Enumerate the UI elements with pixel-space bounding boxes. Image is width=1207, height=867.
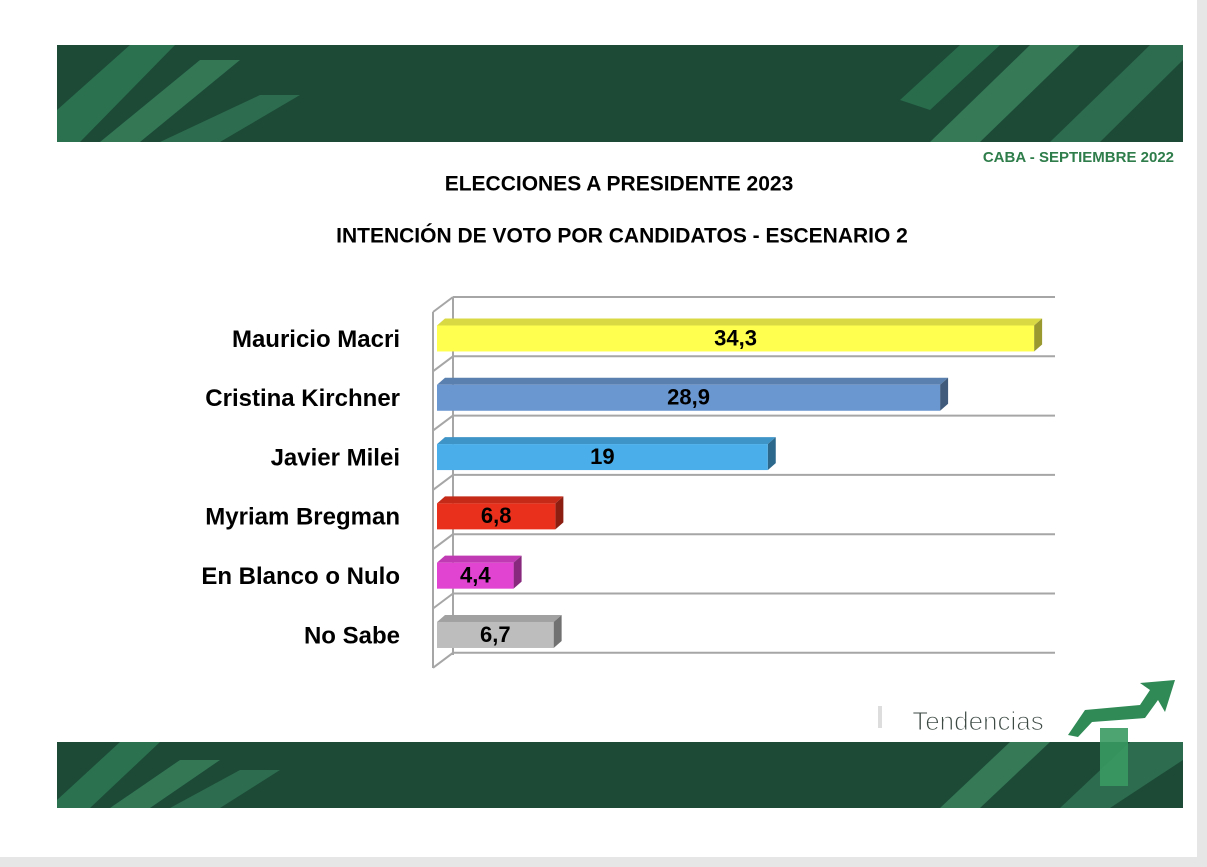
logo: Tendencias (878, 680, 1175, 786)
value-label: 6,8 (481, 503, 512, 528)
grid-connector (432, 474, 454, 491)
bar (437, 325, 1035, 352)
chart-title: ELECCIONES A PRESIDENTE 2023 (445, 173, 794, 196)
bar (437, 444, 768, 471)
bar-top (437, 496, 564, 504)
bar-top (437, 318, 1043, 326)
category-label: No Sabe (304, 622, 400, 649)
bar-side (767, 437, 776, 471)
bar-top (437, 555, 522, 563)
grid-connector (432, 414, 454, 432)
grid-connector (432, 533, 454, 551)
category-label: En Blanco o Nulo (201, 563, 400, 590)
edge (1197, 0, 1207, 867)
bottom-banner (57, 742, 1183, 808)
bar-top (437, 437, 776, 445)
grid-connector (432, 592, 454, 610)
value-label: 28,9 (667, 385, 710, 410)
date-label: CABA - SEPTIEMBRE 2022 (983, 149, 1174, 166)
value-label: 34,3 (714, 325, 757, 350)
bar-side (553, 614, 562, 648)
category-label: Javier Milei (271, 444, 400, 471)
value-label: 4,4 (460, 562, 491, 587)
plot: 34,3 Mauricio Macri 28,9 Cristina Kirchner 1… (201, 296, 1055, 669)
grid-connector (432, 296, 454, 313)
top-banner (57, 45, 1183, 142)
chart-subtitle: INTENCIÓN DE VOTO POR CANDIDATOS - ESCEN… (336, 224, 908, 248)
bar-top (437, 614, 562, 622)
bar-side (1034, 318, 1043, 352)
grid-connector (432, 651, 454, 669)
bar (437, 621, 554, 648)
category-label: Cristina Kirchner (205, 385, 400, 412)
category-label: Myriam Bregman (205, 504, 400, 531)
bar (437, 562, 514, 589)
bar-side (940, 377, 949, 411)
bar-side (513, 555, 522, 589)
bar (437, 503, 556, 530)
category-label: Mauricio Macri (232, 326, 400, 353)
value-label: 6,7 (480, 622, 511, 647)
bar-side (555, 496, 564, 530)
bar-top (437, 377, 949, 385)
logo-text: Tendencias (912, 706, 1044, 736)
bar (437, 384, 941, 411)
grid-connector (432, 355, 454, 373)
edge (0, 857, 1207, 867)
value-label: 19 (590, 444, 614, 469)
